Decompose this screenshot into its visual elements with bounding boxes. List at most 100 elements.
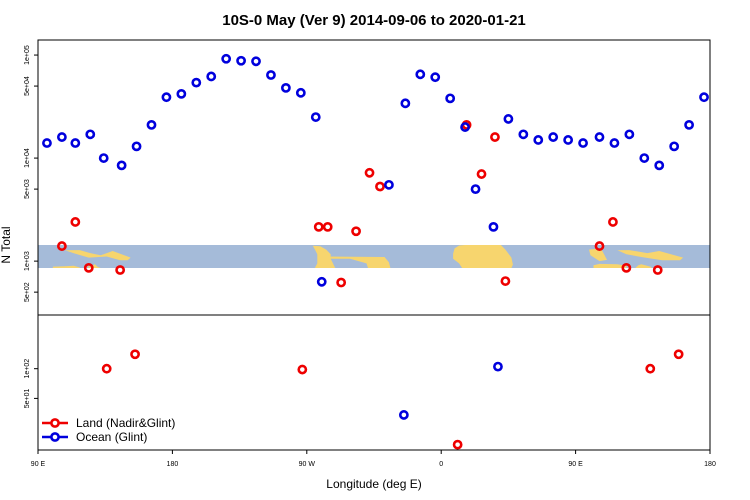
ocean-point: [445, 93, 456, 104]
land-point: [336, 277, 347, 288]
y-tick-label: 1e+02: [24, 359, 31, 379]
ocean-point: [236, 55, 246, 66]
land-point: [313, 221, 324, 232]
x-axis: 90 E 180 90 W 0 90 E 180: [31, 450, 716, 468]
ocean-point: [398, 410, 409, 420]
land-point: [297, 364, 308, 375]
chart-title: 10S-0 May (Ver 9) 2014-09-06 to 2020-01-…: [222, 12, 526, 29]
ocean-point: [624, 129, 635, 140]
ocean-point: [699, 92, 709, 103]
map-land: [324, 256, 391, 268]
ocean-point: [221, 53, 232, 64]
map-land: [617, 250, 684, 261]
y-tick-label: 1e+04: [24, 148, 31, 168]
map-land: [593, 263, 627, 268]
x-tick-label: 90 E: [568, 461, 583, 468]
land-point: [322, 221, 333, 232]
land-point: [621, 262, 632, 273]
map-ocean: [38, 245, 710, 268]
ocean-point: [563, 135, 574, 145]
x-tick-label: 90 W: [299, 461, 316, 468]
ocean-point: [280, 82, 291, 93]
y-tick-label: 5e+04: [24, 76, 31, 96]
ocean-point: [684, 119, 694, 130]
y-tick-label: 5e+03: [24, 179, 31, 199]
lower-panel-frame: [37, 314, 711, 451]
x-tick-label: 90 E: [31, 461, 46, 468]
ocean-point: [191, 77, 202, 88]
land-point: [101, 363, 112, 374]
ocean-point: [316, 276, 327, 287]
ocean-point: [594, 132, 605, 142]
legend: Land (Nadir&Glint)Ocean (Glint): [42, 416, 175, 444]
land-point: [452, 439, 463, 450]
map-land: [312, 245, 336, 268]
ocean-point: [161, 92, 172, 103]
y-axis-lower: 5e+01 1e+02: [24, 359, 38, 408]
y-tick-label: 5e+02: [24, 282, 31, 302]
ocean-point: [131, 141, 142, 152]
ocean-point: [460, 122, 470, 132]
land-point: [673, 349, 684, 360]
y-tick-label: 1e+05: [24, 45, 31, 65]
ocean-point: [400, 98, 411, 109]
map-land: [453, 245, 513, 268]
ocean-point: [654, 160, 665, 171]
legend-label: Ocean (Glint): [76, 430, 147, 444]
map-land: [52, 265, 80, 268]
ocean-point: [669, 141, 680, 152]
map-land: [64, 250, 131, 261]
land-point: [500, 276, 511, 286]
ocean-point: [639, 153, 650, 163]
legend-marker: [50, 432, 60, 442]
y-axis-label: N Total: [0, 226, 13, 263]
land-point: [594, 241, 605, 251]
land-point: [130, 349, 140, 360]
ocean-point: [609, 138, 620, 148]
ocean-point: [310, 112, 321, 122]
ocean-point: [176, 88, 187, 99]
land-point: [476, 169, 487, 179]
ocean-point: [415, 69, 426, 80]
ocean-point: [70, 138, 81, 148]
ocean-point: [266, 70, 276, 80]
map-land: [635, 264, 652, 268]
x-tick-label: 180: [704, 461, 716, 468]
land-point: [375, 181, 385, 192]
land-point: [608, 217, 618, 227]
ocean-point: [430, 72, 441, 83]
ocean-point: [42, 138, 52, 148]
y-tick-label: 5e+01: [24, 388, 31, 408]
map-land: [87, 264, 101, 268]
ocean-point: [116, 160, 127, 171]
ocean-point: [384, 179, 394, 190]
ocean-point: [98, 153, 109, 163]
ocean-point: [548, 132, 559, 142]
ocean-point: [146, 119, 157, 130]
upper-panel-frame: [37, 39, 711, 316]
land-point: [83, 262, 94, 273]
land-point: [652, 265, 663, 275]
ocean-point: [470, 184, 481, 195]
ocean-point: [295, 87, 306, 98]
land-point: [364, 167, 375, 178]
x-tick-label: 180: [167, 461, 179, 468]
data-points: [42, 53, 709, 450]
land-point: [115, 265, 126, 275]
land-point: [56, 241, 67, 251]
ocean-point: [493, 361, 503, 372]
x-tick-label: 0: [439, 461, 443, 468]
ocean-point: [206, 71, 217, 82]
land-point: [351, 226, 361, 237]
legend-marker: [50, 418, 60, 428]
y-tick-label: 1e+03: [24, 251, 31, 271]
ocean-point: [488, 221, 499, 232]
ocean-point: [518, 129, 529, 140]
world-map-strip: [38, 245, 710, 268]
x-axis-label: Longitude (deg E): [326, 477, 421, 491]
land-point: [70, 217, 81, 227]
y-axis-upper: 5e+02 1e+03 5e+03 1e+04 5e+04 1e+05: [24, 45, 38, 302]
ocean-point: [251, 56, 261, 67]
land-point: [490, 132, 500, 142]
